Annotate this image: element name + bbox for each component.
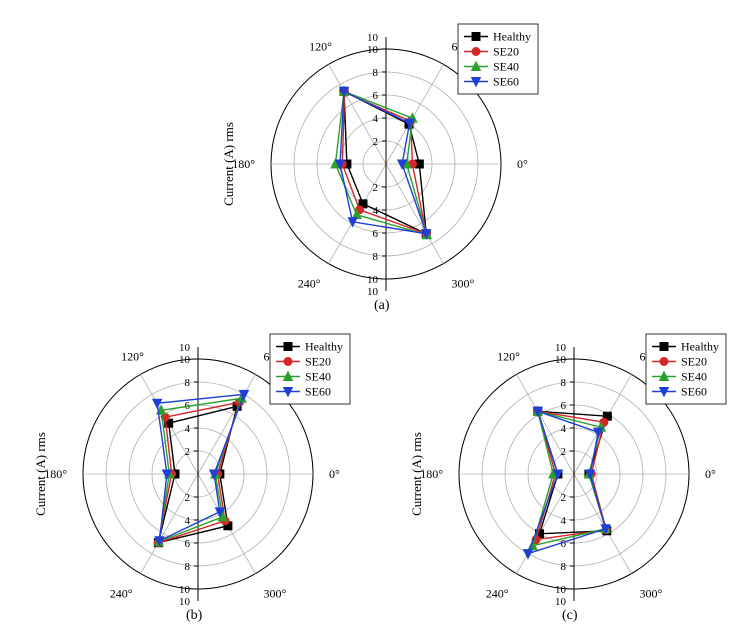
- angle-label: 240°: [110, 586, 133, 600]
- r-tick-label: 6: [373, 90, 379, 102]
- angle-label: 300°: [452, 276, 475, 290]
- r-tick-label: 6: [373, 228, 379, 240]
- polar-chart-b: 0°60°120°180°240°300°2244668810101010Cur…: [22, 318, 362, 618]
- r-tick-label: 10: [555, 584, 567, 596]
- panel-caption-a: (a): [374, 298, 390, 314]
- r-tick-label: 10: [367, 32, 379, 44]
- angle-label: 120°: [497, 350, 520, 364]
- r-tick-label: 10: [555, 342, 567, 354]
- r-tick-label: 10: [179, 342, 191, 354]
- legend-label: Healthy: [305, 340, 343, 354]
- polar-svg-b: 0°60°120°180°240°300°2244668810101010Cur…: [22, 318, 362, 618]
- polar-chart-a: 0°60°120°180°240°300°2244668810101010Cur…: [210, 8, 550, 308]
- legend-label: Healthy: [493, 30, 531, 44]
- r-tick-label: 6: [561, 538, 567, 550]
- r-tick-label: 8: [561, 377, 567, 389]
- legend: HealthySE20SE40SE60: [458, 24, 538, 94]
- angle-label: 120°: [121, 350, 144, 364]
- r-tick-label: 8: [185, 561, 191, 573]
- r-tick-label: 4: [561, 515, 567, 527]
- legend-label: SE40: [681, 370, 707, 384]
- legend-label: SE60: [305, 385, 331, 399]
- r-tick-label: 10: [555, 354, 567, 366]
- r-tick-label: 8: [561, 561, 567, 573]
- angle-label: 240°: [298, 276, 321, 290]
- r-tick-label: 6: [185, 538, 191, 550]
- r-tick-label: 8: [373, 67, 379, 79]
- angle-label: 0°: [705, 467, 716, 481]
- r-tick-label: 2: [373, 136, 379, 148]
- polar-svg-c: 0°60°120°180°240°300°2244668810101010Cur…: [398, 318, 738, 618]
- r-tick-label: 2: [185, 492, 191, 504]
- polar-chart-c: 0°60°120°180°240°300°2244668810101010Cur…: [398, 318, 738, 618]
- legend-label: SE60: [681, 385, 707, 399]
- panel-caption-c: (c): [562, 608, 578, 624]
- r-tick-label: 2: [373, 182, 379, 194]
- r-tick-label: 8: [185, 377, 191, 389]
- radial-axis-label: Current (A) rms: [221, 122, 236, 206]
- radial-axis-label: Current (A) rms: [33, 432, 48, 516]
- r-tick-label: 4: [185, 515, 191, 527]
- r-tick-label: 6: [561, 400, 567, 412]
- r-tick-label: 4: [185, 423, 191, 435]
- angle-label: 0°: [329, 467, 340, 481]
- angle-label: 0°: [517, 157, 528, 171]
- angle-label: 240°: [486, 586, 509, 600]
- angle-label: 300°: [640, 586, 663, 600]
- r-tick-label: 10: [555, 596, 567, 608]
- legend-label: SE40: [305, 370, 331, 384]
- r-tick-label: 4: [561, 423, 567, 435]
- r-tick-label: 10: [179, 596, 191, 608]
- r-tick-label: 10: [179, 584, 191, 596]
- r-tick-label: 2: [561, 446, 567, 458]
- r-tick-label: 10: [367, 286, 379, 298]
- radial-axis-label: Current (A) rms: [409, 432, 424, 516]
- r-tick-label: 8: [373, 251, 379, 263]
- legend: HealthySE20SE40SE60: [646, 334, 726, 404]
- r-tick-label: 10: [367, 44, 379, 56]
- r-tick-label: 2: [185, 446, 191, 458]
- angle-label: 300°: [264, 586, 287, 600]
- r-tick-label: 10: [367, 274, 379, 286]
- legend-label: SE20: [305, 355, 331, 369]
- legend-label: SE60: [493, 75, 519, 89]
- r-tick-label: 2: [561, 492, 567, 504]
- legend-label: SE20: [493, 45, 519, 59]
- polar-svg-a: 0°60°120°180°240°300°2244668810101010Cur…: [210, 8, 550, 308]
- r-tick-label: 10: [179, 354, 191, 366]
- legend: HealthySE20SE40SE60: [270, 334, 350, 404]
- angle-label: 120°: [309, 40, 332, 54]
- panel-caption-b: (b): [186, 608, 202, 624]
- legend-label: SE20: [681, 355, 707, 369]
- r-tick-label: 4: [373, 113, 379, 125]
- legend-label: Healthy: [681, 340, 719, 354]
- legend-label: SE40: [493, 60, 519, 74]
- figure-root: 0°60°120°180°240°300°2244668810101010Cur…: [0, 0, 755, 630]
